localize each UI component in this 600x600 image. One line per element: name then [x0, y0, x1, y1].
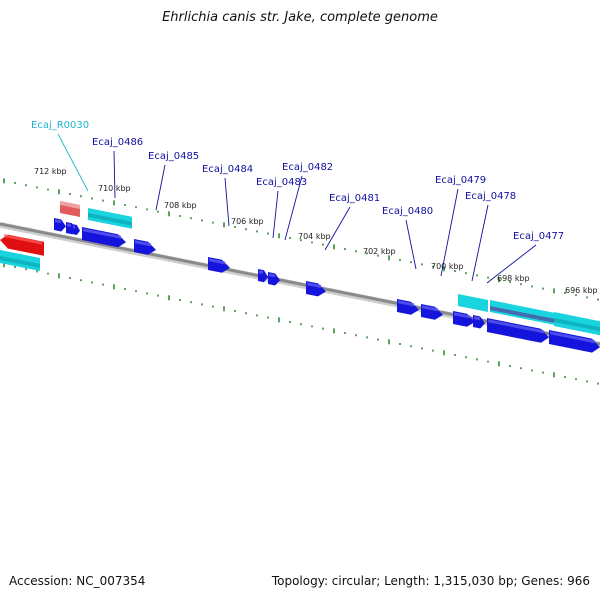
rna-feature-band [0, 256, 40, 268]
gene-feature-highlight [209, 258, 225, 265]
rna-feature-band [554, 318, 600, 332]
rna-feature-band [88, 213, 132, 226]
gene-label-leader [155, 164, 166, 211]
tick-label: 704 kbp [298, 232, 331, 241]
highlighted-gene-band [4, 234, 42, 245]
gene-label-leader [284, 175, 303, 241]
gene-feature-highlight [135, 240, 151, 247]
gene-feature-highlight [550, 331, 595, 344]
gene-label-leader [405, 219, 417, 270]
gene-feature-highlight [474, 316, 480, 321]
tick-label: 696 kbp [565, 286, 598, 295]
upper-tick-row [3, 178, 599, 301]
gene-label[interactable]: Ecaj_0486 [92, 137, 143, 148]
map-title: Ehrlichia canis str. Jake, complete geno… [162, 10, 438, 25]
gene-label[interactable]: Ecaj_0483 [256, 177, 307, 188]
gene-label[interactable]: Ecaj_0485 [148, 151, 199, 162]
gene-feature-highlight [454, 312, 470, 319]
gene-label-leader [440, 188, 459, 277]
gene-label[interactable]: Ecaj_0482 [282, 162, 333, 173]
rna-feature-band [490, 306, 554, 323]
features [0, 201, 600, 353]
gene-label-leader [272, 190, 279, 239]
gene-feature-highlight [73, 225, 75, 229]
lower-tick-row [3, 262, 599, 385]
gene-feature-highlight [398, 300, 414, 307]
gene-label-leader [113, 150, 116, 199]
gene-label-leader [57, 133, 89, 192]
gene-labels: Ecaj_R0030Ecaj_0486Ecaj_0485Ecaj_0484Eca… [31, 120, 564, 284]
pseudogene-feature-band [60, 201, 80, 209]
gene-label-leader [324, 206, 351, 251]
tick-label: 708 kbp [164, 201, 197, 210]
gene-label[interactable]: Ecaj_0477 [513, 231, 564, 242]
gene-label[interactable]: Ecaj_0478 [465, 191, 516, 202]
gene-feature-highlight [307, 282, 321, 288]
gene-feature-highlight [259, 270, 263, 274]
gene-feature-highlight [55, 219, 61, 224]
tick-label: 700 kbp [431, 262, 464, 271]
gene-label-leader [471, 204, 489, 282]
gene-feature-highlight [422, 305, 438, 312]
tick-label: 710 kbp [98, 184, 131, 193]
tick-label: 706 kbp [231, 217, 264, 226]
tick-label: 712 kbp [34, 167, 67, 176]
gene-feature-highlight [83, 228, 121, 239]
gene-feature-highlight [269, 273, 275, 278]
gene-feature-highlight [488, 319, 544, 334]
genome-summary: Topology: circular; Length: 1,315,030 bp… [271, 574, 590, 588]
accession-text: Accession: NC_007354 [9, 574, 146, 588]
tick-label: 698 kbp [497, 274, 530, 283]
scale-labels: 712 kbp 710 kbp 708 kbp 706 kbp 704 kbp 702 k… [34, 167, 598, 295]
gene-label[interactable]: Ecaj_0484 [202, 164, 253, 175]
gene-label[interactable]: Ecaj_0481 [329, 193, 380, 204]
tick-label: 702 kbp [363, 247, 396, 256]
gene-label[interactable]: Ecaj_0479 [435, 175, 486, 186]
rna-feature [458, 294, 488, 312]
gene-label-leader [224, 177, 230, 227]
gene-label[interactable]: Ecaj_R0030 [31, 120, 89, 131]
gene-label-leader [486, 244, 537, 284]
gene-label[interactable]: Ecaj_0480 [382, 206, 433, 217]
gene-feature-highlight [67, 223, 71, 227]
